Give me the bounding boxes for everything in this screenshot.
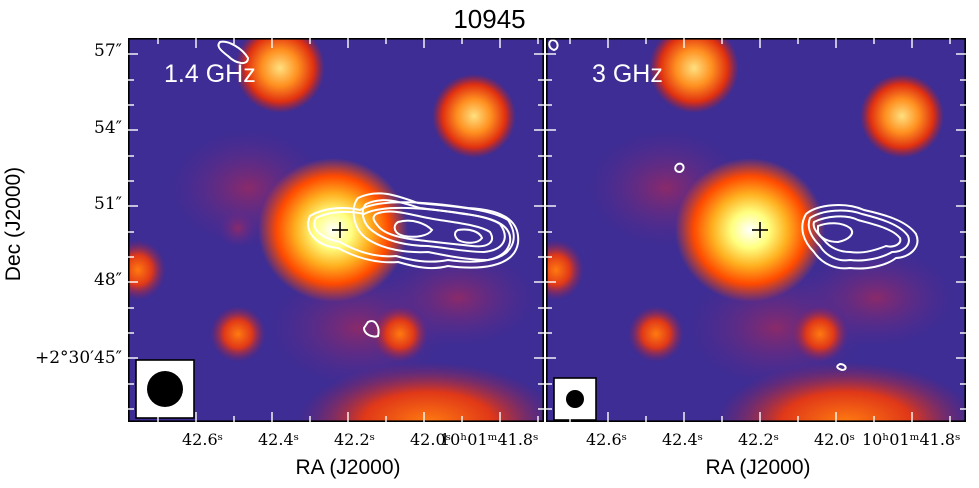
radio-map-image: [128, 38, 544, 422]
x-tick-label: 42.0ˢ: [814, 430, 856, 449]
x-tick-label: 42.4ˢ: [258, 430, 300, 449]
panel-label: 3 GHz: [592, 60, 663, 88]
radio-map-image: [546, 38, 966, 422]
y-tick-label: 51″: [94, 194, 122, 214]
figure-title: 10945: [453, 4, 526, 34]
panel-3ghz: 3 GHz: [546, 38, 966, 422]
x-axis-label: RA (J2000): [705, 456, 811, 479]
x-tick-label: 10ʰ01ᵐ41.8ˢ: [862, 430, 961, 449]
panel-label: 1.4 GHz: [164, 60, 256, 88]
y-tick-label: 54″: [94, 118, 122, 138]
x-tick-label: 10ʰ01ᵐ41.8ˢ: [440, 430, 539, 449]
x-tick-label: 42.2ˢ: [738, 430, 780, 449]
x-tick-label: 42.6ˢ: [182, 430, 224, 449]
x-tick-label: 42.6ˢ: [586, 430, 628, 449]
beam-inset: [553, 377, 597, 421]
panel-1-4ghz: 1.4 GHz: [128, 38, 544, 422]
x-axis-label: RA (J2000): [295, 456, 401, 479]
x-tick-label: 42.0ˢ: [410, 430, 452, 449]
y-tick-label: 57″: [94, 41, 122, 61]
x-tick-label: 42.4ˢ: [662, 430, 704, 449]
x-tick-label: 42.2ˢ: [334, 430, 376, 449]
y-tick-label: 48″: [94, 270, 122, 290]
y-tick-label: +2°30′45″: [34, 348, 122, 368]
beam-inset: [135, 359, 195, 419]
